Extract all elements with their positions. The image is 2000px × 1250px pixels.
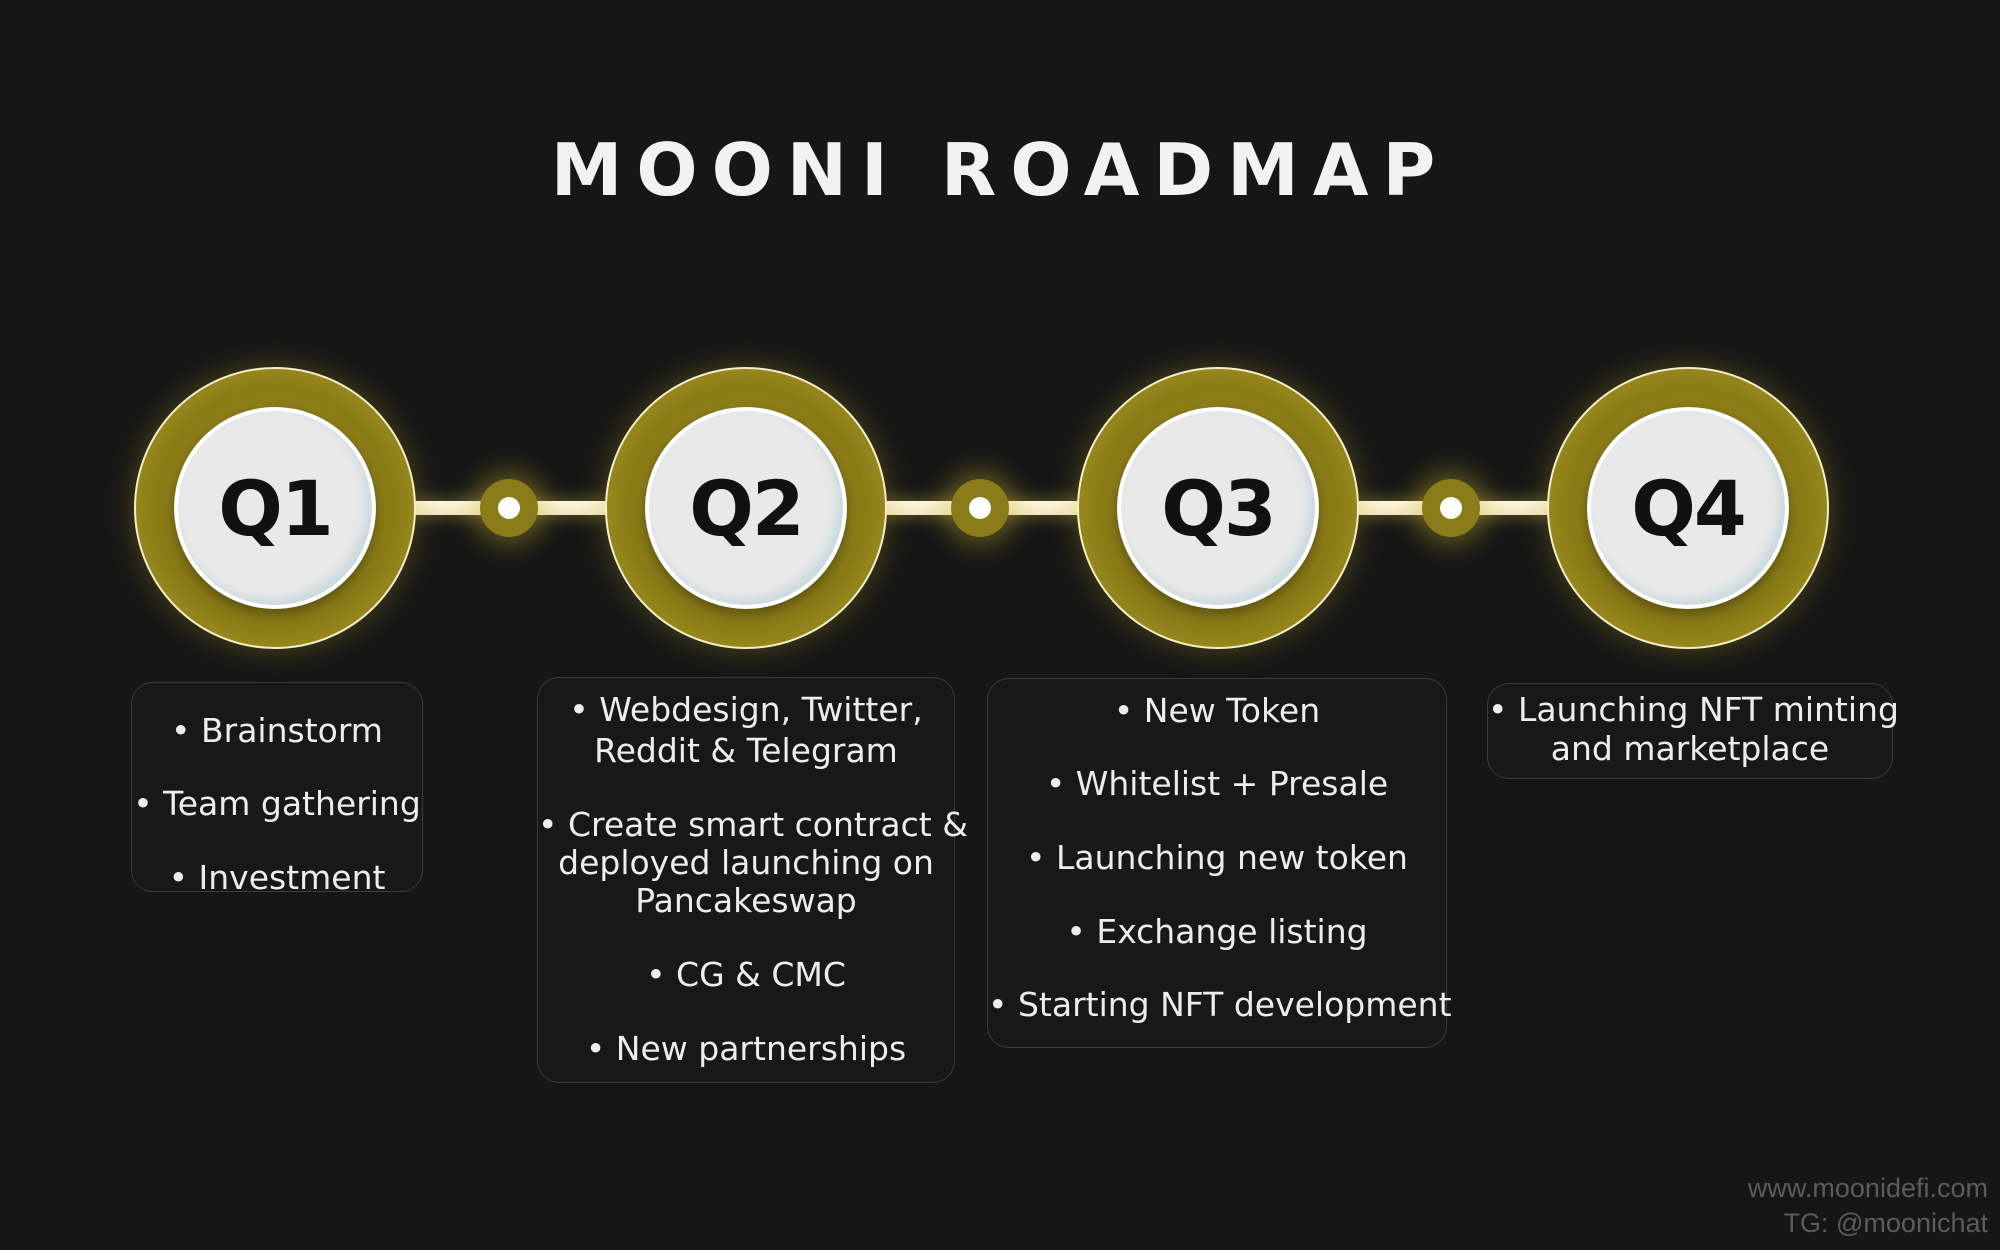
q1-item: • Brainstorm: [171, 711, 383, 750]
connector-dot-1: [480, 479, 538, 537]
connector-dot-2: [951, 479, 1009, 537]
footer-website: www.moonidefi.com: [1747, 1173, 1988, 1203]
q1-badge: Q1: [134, 367, 416, 649]
q2-item: deployed launching on: [558, 843, 934, 882]
q3-item: • Whitelist + Presale: [1045, 764, 1389, 803]
q2-item: Reddit & Telegram: [594, 731, 898, 770]
q3-item: • Exchange listing: [1066, 912, 1368, 951]
q2-badge: Q2: [605, 367, 887, 649]
q2-item: • Webdesign, Twitter,: [569, 690, 923, 729]
q2-label: Q2: [689, 463, 804, 553]
q4-item: and marketplace: [1550, 729, 1830, 768]
q4-badge-inner: Q4: [1587, 407, 1789, 609]
q1-label: Q1: [218, 463, 333, 553]
q1-milestone-card: • Brainstorm • Team gathering • Investme…: [131, 682, 423, 897]
q3-item: • New Token: [1113, 691, 1321, 730]
q2-item: • New partnerships: [585, 1029, 907, 1068]
q3-item: • Launching new token: [1026, 838, 1408, 877]
q3-milestone-card: • New Token • Whitelist + Presale • Laun…: [987, 678, 1452, 1048]
q1-item: • Team gathering: [133, 784, 421, 823]
q2-badge-inner: Q2: [645, 407, 847, 609]
q4-label: Q4: [1631, 463, 1746, 553]
q3-label: Q3: [1161, 463, 1276, 553]
q3-badge-inner: Q3: [1117, 407, 1319, 609]
q3-item: • Starting NFT development: [988, 985, 1452, 1024]
footer-telegram: TG: @moonichat: [1783, 1208, 1988, 1238]
q2-milestone-card: • Webdesign, Twitter, Reddit & Telegram …: [537, 677, 968, 1083]
q2-item: Pancakeswap: [635, 881, 857, 920]
q2-item: • Create smart contract &: [538, 805, 968, 844]
q3-badge: Q3: [1077, 367, 1359, 649]
q2-item: • CG & CMC: [646, 955, 846, 994]
q1-item: • Investment: [168, 858, 386, 897]
q1-badge-inner: Q1: [174, 407, 376, 609]
connector-dot-3: [1422, 479, 1480, 537]
q4-badge: Q4: [1547, 367, 1829, 649]
q4-milestone-card: • Launching NFT minting and marketplace: [1487, 683, 1899, 779]
page-title: MOONI ROADMAP: [550, 128, 1450, 212]
q4-item: • Launching NFT minting: [1488, 690, 1899, 729]
